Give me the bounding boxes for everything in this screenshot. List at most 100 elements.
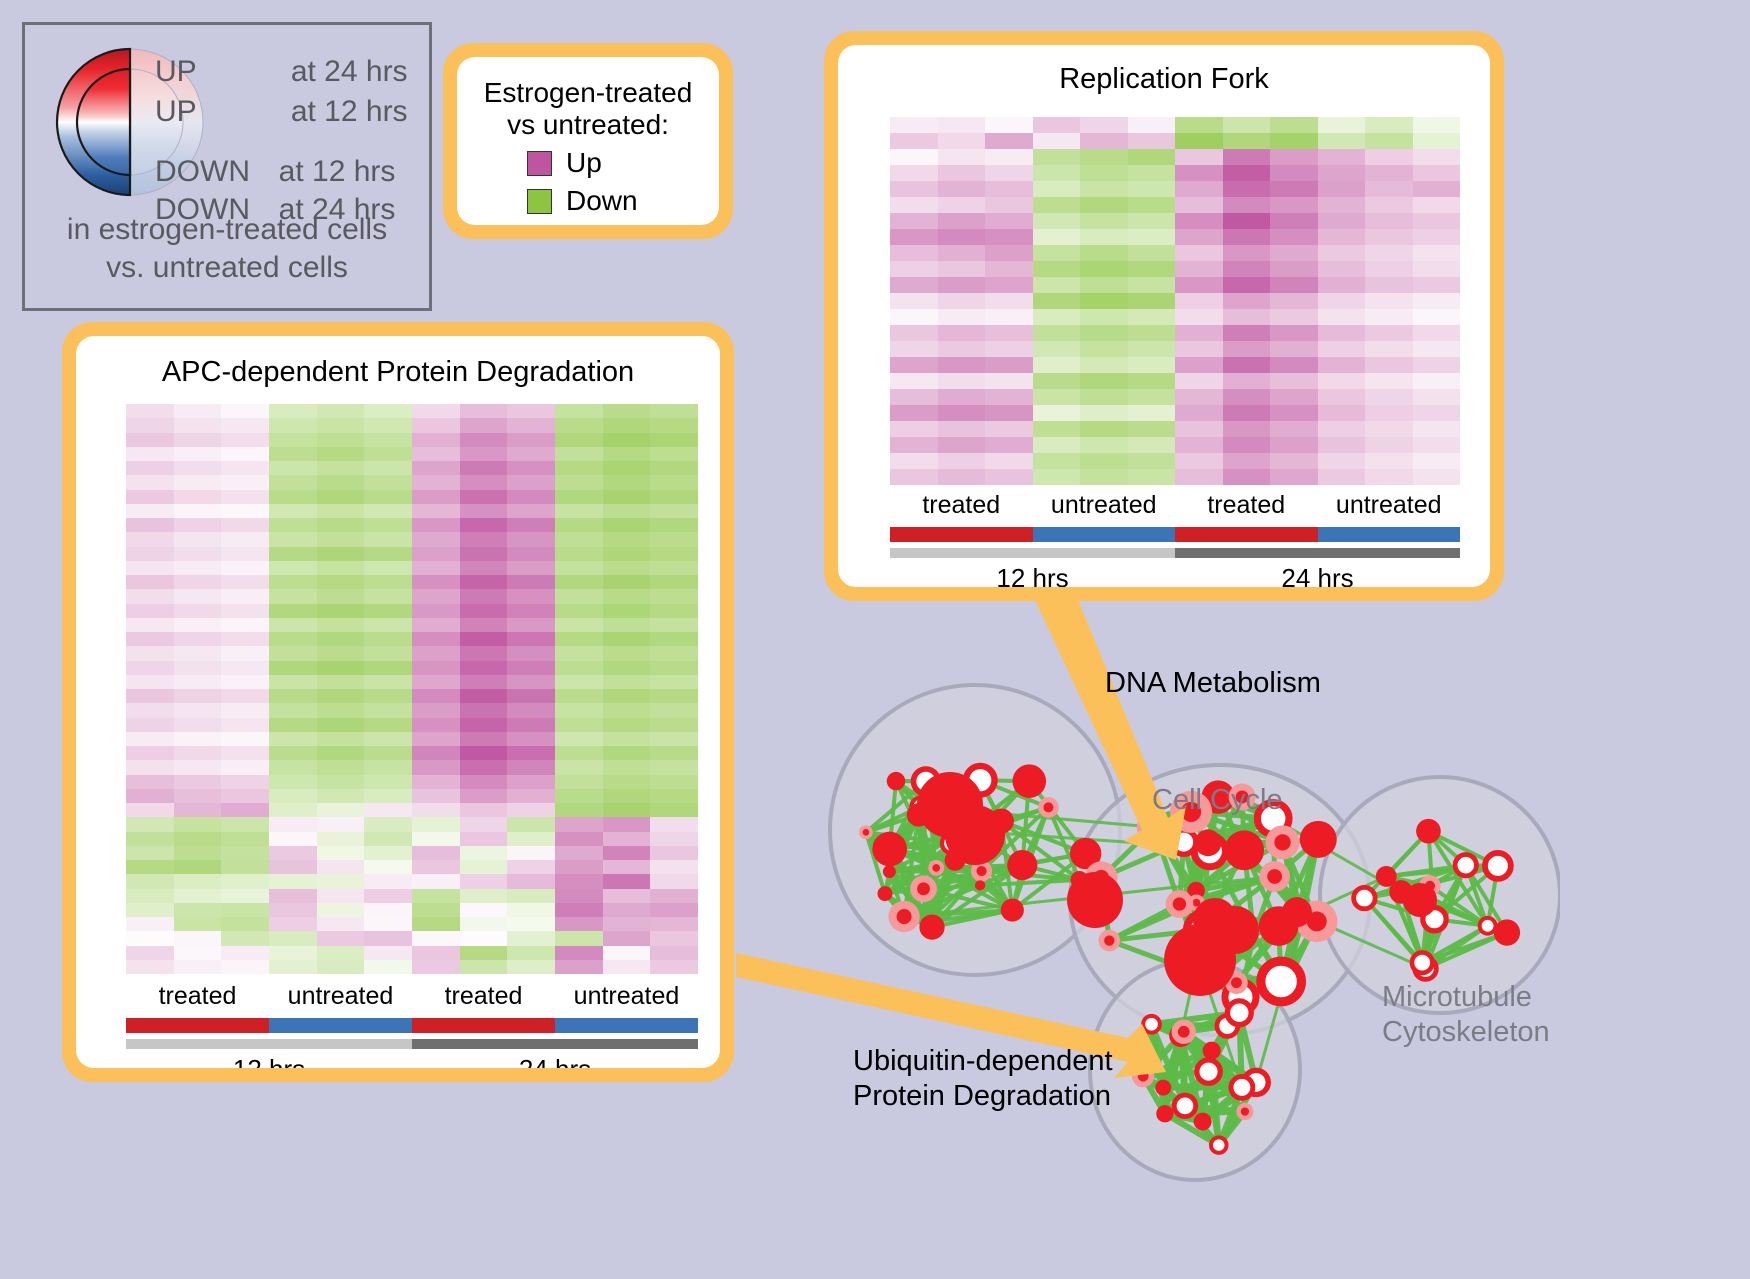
heatmap-cell: [1032, 229, 1080, 245]
heatmap-cell: [316, 575, 365, 590]
heatmap-cell: [985, 421, 1033, 437]
heatmap-cell: [1080, 453, 1128, 469]
heatmap-cell: [459, 845, 508, 860]
heatmap-cell: [507, 432, 555, 447]
heatmap-cell: [459, 959, 508, 974]
apc-degradation-heatmap: [126, 404, 698, 974]
heatmap-cell: [1412, 261, 1460, 277]
network-node-solid: [1295, 910, 1311, 925]
heatmap-cell: [126, 860, 174, 875]
heatmap-cell: [1317, 197, 1365, 213]
heatmap-cell: [507, 560, 555, 575]
heatmap-cell: [364, 532, 412, 547]
heatmap-cell: [1270, 309, 1318, 325]
estrogen-legend-label-up: Up: [566, 147, 602, 179]
heatmap-cell: [555, 817, 603, 832]
heatmap-cell: [412, 532, 460, 547]
heatmap-cell: [412, 475, 460, 490]
heatmap-cell: [126, 931, 174, 946]
heatmap-cell: [1222, 453, 1270, 469]
heatmap-cell: [269, 931, 317, 946]
heatmap-cell: [650, 717, 698, 732]
network-node-core: [1274, 834, 1291, 851]
heatmap-cell: [269, 917, 317, 932]
color-scale-legend-box: UP at 24 hrs UP at 12 hrs DOWN at 12 hrs…: [22, 22, 432, 311]
heatmap-cell: [937, 469, 985, 485]
heatmap-cell: [890, 437, 938, 453]
heatmap-cell: [221, 660, 269, 675]
heatmap-cell: [221, 461, 269, 476]
heatmap-cell: [890, 181, 938, 197]
heatmap-cell: [412, 404, 460, 419]
heatmap-cell: [269, 432, 317, 447]
heatmap-cell: [221, 774, 269, 789]
heatmap-cell: [269, 446, 317, 461]
heatmap-cell: [555, 560, 603, 575]
heatmap-cell: [459, 632, 508, 647]
heatmap-cell: [316, 532, 365, 547]
network-node-solid: [1194, 829, 1222, 857]
heatmap-cell: [364, 746, 412, 761]
heatmap-cell: [1222, 245, 1270, 261]
heatmap-cell: [1365, 421, 1413, 437]
heatmap-cell: [269, 646, 317, 661]
heatmap-cell: [985, 277, 1033, 293]
treatment-bar-segment: [555, 1018, 698, 1033]
network-edge: [1386, 863, 1467, 879]
heatmap-cell: [126, 959, 174, 974]
heatmap-cell: [890, 277, 938, 293]
apc-degradation-panel: APC-dependent Protein Degradation treate…: [62, 322, 734, 1082]
heatmap-cell: [507, 731, 555, 746]
heatmap-cell: [985, 437, 1033, 453]
heatmap-cell: [364, 703, 412, 718]
heatmap-cell: [316, 418, 365, 433]
heatmap-cell: [459, 532, 508, 547]
heatmap-cell: [555, 404, 603, 419]
heatmap-cell: [1365, 341, 1413, 357]
heatmap-cell: [221, 902, 269, 917]
apc-column-labels: treated untreated treated untreated: [126, 982, 698, 1011]
heatmap-cell: [364, 860, 412, 875]
heatmap-cell: [126, 831, 174, 846]
heatmap-cell: [555, 461, 603, 476]
heatmap-cell: [1412, 437, 1460, 453]
heatmap-cell: [412, 902, 460, 917]
heatmap-cell: [555, 746, 603, 761]
heatmap-cell: [1412, 181, 1460, 197]
cluster-label-ubiquitin-degradation: Ubiquitin-dependent Protein Degradation: [853, 1045, 1113, 1112]
heatmap-cell: [459, 760, 508, 775]
network-edge: [980, 877, 1080, 888]
heatmap-cell: [507, 575, 555, 590]
heatmap-cell: [269, 689, 317, 704]
heatmap-cell: [507, 404, 555, 419]
heatmap-cell: [1365, 181, 1413, 197]
heatmap-cell: [126, 518, 174, 533]
replication-fork-time-bar: [890, 548, 1460, 558]
heatmap-cell: [1175, 405, 1223, 421]
heatmap-cell: [1222, 325, 1270, 341]
heatmap-cell: [1032, 405, 1080, 421]
heatmap-cell: [173, 518, 222, 533]
swatch-up-icon: [527, 150, 552, 176]
heatmap-cell: [1222, 469, 1270, 485]
heatmap-cell: [221, 418, 269, 433]
heatmap-cell: [602, 959, 651, 974]
heatmap-cell: [126, 803, 174, 818]
heatmap-cell: [412, 917, 460, 932]
heatmap-cell: [507, 489, 555, 504]
heatmap-cell: [1175, 357, 1223, 373]
heatmap-cell: [890, 261, 938, 277]
time-bar-segment: [1175, 548, 1460, 558]
heatmap-cell: [412, 931, 460, 946]
heatmap-cell: [890, 197, 938, 213]
heatmap-cell: [602, 917, 651, 932]
heatmap-cell: [459, 803, 508, 818]
heatmap-cell: [1270, 405, 1318, 421]
heatmap-cell: [316, 432, 365, 447]
heatmap-cell: [269, 546, 317, 561]
heatmap-cell: [1080, 213, 1128, 229]
heatmap-cell: [555, 589, 603, 604]
heatmap-cell: [1270, 421, 1318, 437]
network-node-solid: [1155, 1079, 1172, 1096]
heatmap-cell: [1317, 453, 1365, 469]
